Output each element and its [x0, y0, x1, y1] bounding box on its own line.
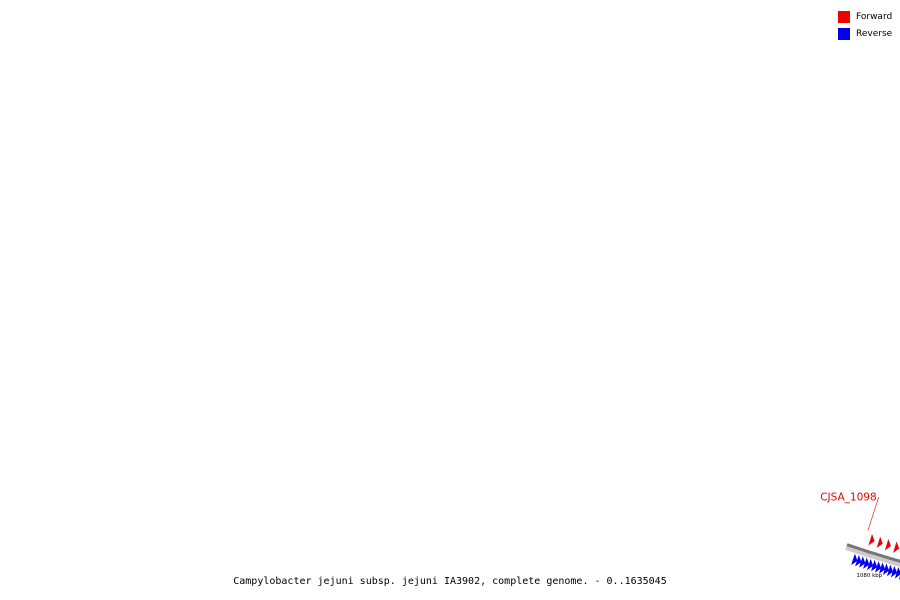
- reverse-swatch: [838, 27, 850, 40]
- legend: Forward Reverse: [838, 8, 892, 42]
- reverse-gene-arrow: [866, 558, 874, 571]
- gene-arrow-group: [851, 534, 900, 580]
- reverse-gene-arrow: [855, 554, 862, 567]
- reverse-gene-arrow: [894, 566, 900, 579]
- tick-group: 1080 kbp1060 kbp1040 kbp1020 kbp1000 kbp…: [856, 573, 882, 579]
- legend-label-reverse: Reverse: [856, 28, 893, 39]
- tick-label: 1080 kbp: [856, 573, 882, 579]
- forward-gene-arrow: [893, 541, 900, 553]
- forward-gene-label: CJSA_1098: [820, 491, 876, 503]
- reverse-gene-arrow: [890, 565, 898, 578]
- legend-item-reverse: Reverse: [838, 25, 892, 42]
- figure-caption: Campylobacter jejuni subsp. jejuni IA390…: [233, 576, 667, 587]
- reverse-gene-arrow: [874, 561, 882, 573]
- forward-swatch: [838, 10, 850, 23]
- leader-line-group: [867, 497, 879, 531]
- reverse-gene-arrow: [886, 564, 894, 577]
- reverse-gene-arrow: [859, 556, 866, 568]
- legend-label-forward: Forward: [856, 11, 893, 22]
- leader-line: [867, 497, 879, 531]
- legend-item-forward: Forward: [838, 8, 892, 25]
- reverse-gene-arrow: [870, 559, 878, 572]
- reverse-gene-arrow: [882, 563, 890, 576]
- gene-label-group: CJSA_1098: [820, 491, 876, 503]
- forward-gene-arrow: [868, 534, 875, 546]
- reverse-gene-arrow: [863, 557, 870, 569]
- forward-gene-arrow: [876, 536, 883, 549]
- reverse-gene-arrow: [878, 562, 886, 574]
- forward-gene-arrow: [884, 539, 891, 551]
- reverse-gene-arrow: [851, 553, 858, 566]
